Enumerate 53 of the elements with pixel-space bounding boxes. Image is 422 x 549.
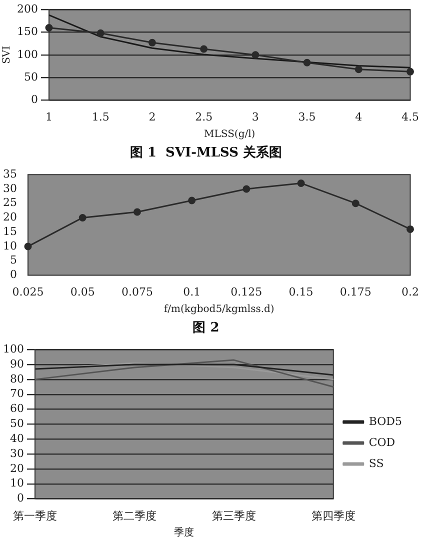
x-tick-label: 0.025 [12,286,44,299]
y-tick-label: 0 [30,93,38,106]
legend-label: BOD5 [368,414,402,428]
x-tick-label: 第二季度 [112,509,156,522]
y-tick-label: 70 [10,387,24,400]
x-tick-label: 1.5 [92,110,110,124]
y-tick-label: 30 [10,446,24,460]
x-tick-label: 第一季度 [12,509,57,522]
legend-label: COD [368,436,396,449]
x-axis-title: 季度 [174,526,194,539]
y-tick-label: 20 [10,462,24,475]
y-tick-label: 20 [2,210,17,224]
y-tick-label: 15 [2,224,17,238]
x-tick-label: 0.125 [230,286,262,299]
y-tick-label: 25 [2,196,17,210]
x-axis-title: f/m(kgbod5/kgmlss.d) [164,304,274,315]
x-tick-label: 0.1 [183,286,201,299]
y-tick-label: 50 [24,70,38,84]
x-tick-label: 0.175 [340,286,372,299]
x-tick-label: 1 [45,110,52,124]
y-tick-label: 60 [10,402,24,416]
y-tick-label: 100 [16,48,38,61]
x-axis-title: MLSS(g/l) [204,128,256,140]
x-tick-label: 3.5 [298,110,316,124]
y-tick-label: 10 [2,239,17,252]
x-tick-label: 3 [252,110,259,124]
y-axis-title: SVI [2,46,13,64]
y-tick-label: 35 [2,167,17,180]
x-tick-label: 4 [355,110,362,124]
x-tick-label: 2 [148,110,156,124]
x-tick-label: 0.075 [121,286,153,299]
y-tick-label: 100 [2,342,24,356]
x-tick-label: 第四季度 [311,509,356,522]
y-tick-label: 10 [10,476,24,490]
x-tick-label: 2.5 [195,110,213,124]
y-tick-label: 0 [16,492,24,505]
x-tick-label: 0.15 [288,286,314,299]
x-tick-label: 第三季度 [212,509,256,522]
y-tick-label: 0 [10,268,17,282]
x-tick-label: 0.2 [402,286,420,299]
legend-label: SS [368,456,384,470]
y-tick-label: 5 [10,254,17,267]
y-tick-label: 200 [16,2,38,16]
y-tick-label: 150 [16,25,38,38]
y-tick-label: 50 [10,417,24,430]
y-tick-label: 80 [10,372,24,386]
x-tick-label: 4.5 [402,110,420,124]
y-tick-label: 30 [2,182,17,195]
text: 图 1 SVI-MLSS 关系图 [130,144,282,161]
text: 图 2 [192,320,220,336]
y-tick-label: 40 [10,432,24,445]
y-tick-label: 90 [10,357,24,370]
x-tick-label: 0.05 [70,286,95,299]
